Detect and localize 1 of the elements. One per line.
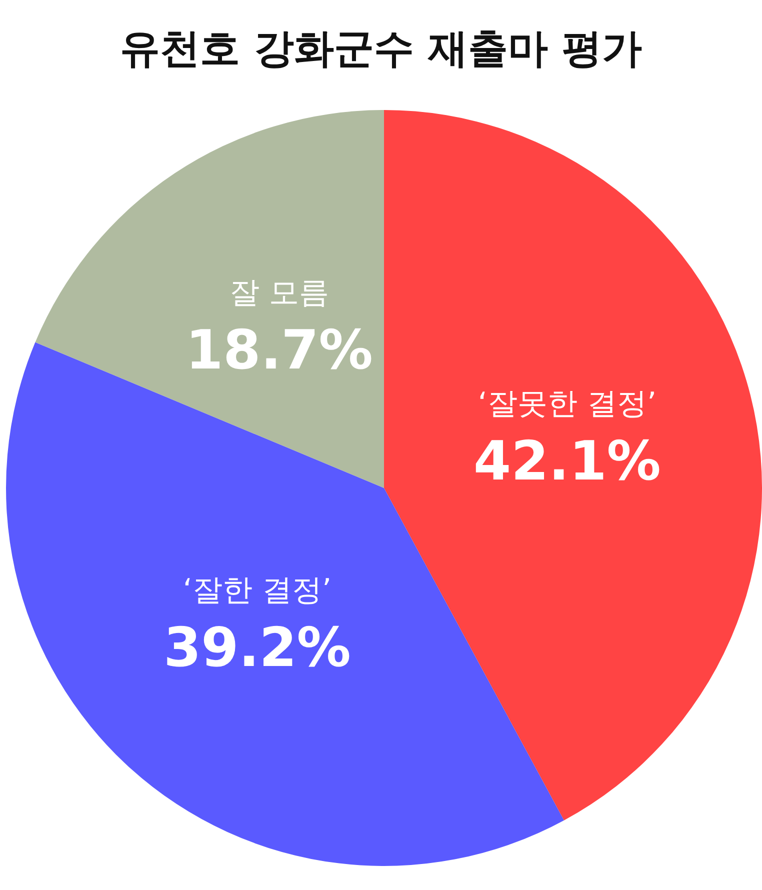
title: 유천호 강화군수 재출마 평가 [120,26,642,72]
